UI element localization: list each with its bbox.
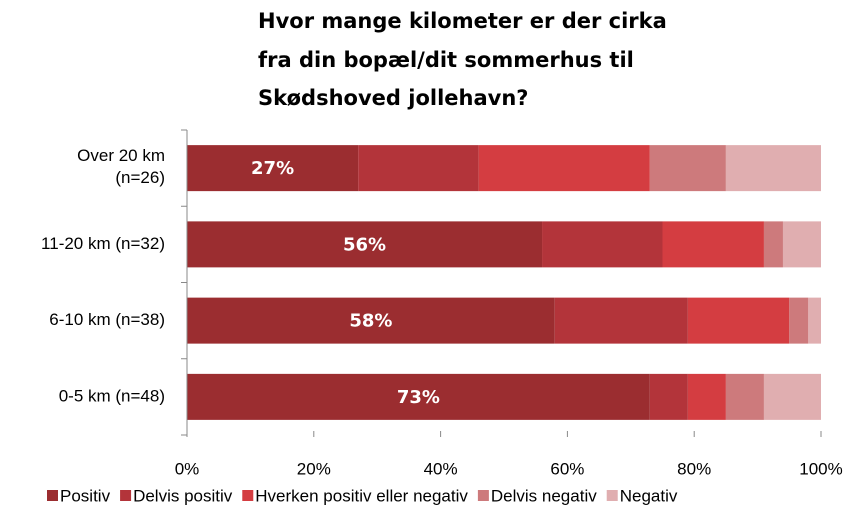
legend-item: Negativ — [606, 486, 678, 505]
bar-segment — [662, 221, 764, 268]
legend-item: Hverken positiv eller negativ — [242, 486, 468, 505]
x-tick-label: 40% — [424, 459, 458, 478]
legend-label: Positiv — [60, 486, 111, 505]
legend-label: Hverken positiv eller negativ — [255, 486, 468, 505]
bar-segment — [782, 221, 821, 268]
bar-segment — [687, 297, 790, 344]
x-tick-label: 0% — [175, 459, 200, 478]
legend-swatch — [477, 490, 489, 501]
legend-swatch — [242, 490, 254, 501]
bar-segment — [789, 297, 809, 344]
legend-swatch — [606, 490, 618, 501]
chart-title: Skødshoved jollehavn? — [258, 86, 528, 110]
x-tick-label: 60% — [550, 459, 584, 478]
x-tick-label: 80% — [677, 459, 711, 478]
y-tick-label: 0-5 km (n=48) — [59, 386, 165, 405]
x-tick-label: 100% — [799, 459, 842, 478]
legend-label: Negativ — [620, 486, 678, 505]
bar-segment — [725, 373, 764, 420]
y-tick-label: Over 20 km (n=26) — [77, 147, 165, 188]
legend-item: Positiv — [47, 486, 111, 505]
legend-swatch — [47, 490, 58, 501]
bar-segment — [649, 145, 726, 192]
legend-item: Delvis negativ — [477, 486, 597, 505]
bar-segment — [187, 373, 650, 420]
data-label: 56% — [343, 234, 386, 255]
y-tick-label: 6-10 km (n=38) — [49, 310, 165, 329]
legend-swatch — [120, 490, 132, 501]
bar-segment — [763, 373, 821, 420]
bar-segment — [358, 145, 479, 192]
x-tick-label: 20% — [297, 459, 331, 478]
legend-label: Delvis negativ — [491, 486, 597, 505]
legend-item: Delvis positiv — [120, 486, 233, 505]
data-label: 73% — [397, 387, 440, 408]
chart-title: fra din bopæl/dit sommerhus til — [258, 48, 634, 72]
bar-segment — [649, 373, 688, 420]
bar-segment — [478, 145, 650, 192]
data-label: 58% — [349, 311, 392, 332]
bar-segment — [554, 297, 688, 344]
bar-segment — [187, 145, 359, 192]
bar-segment — [187, 221, 543, 268]
legend-label: Delvis positiv — [133, 486, 233, 505]
bar-segment — [725, 145, 821, 192]
bar-segment — [808, 297, 821, 344]
bar-segment — [763, 221, 783, 268]
data-label: 27% — [251, 158, 294, 179]
bar-segment — [187, 297, 555, 344]
bar-segment — [542, 221, 663, 268]
chart-title: Hvor mange kilometer er der cirka — [258, 9, 667, 33]
y-tick-label: 11-20 km (n=32) — [41, 234, 165, 253]
bar-segment — [687, 373, 726, 420]
